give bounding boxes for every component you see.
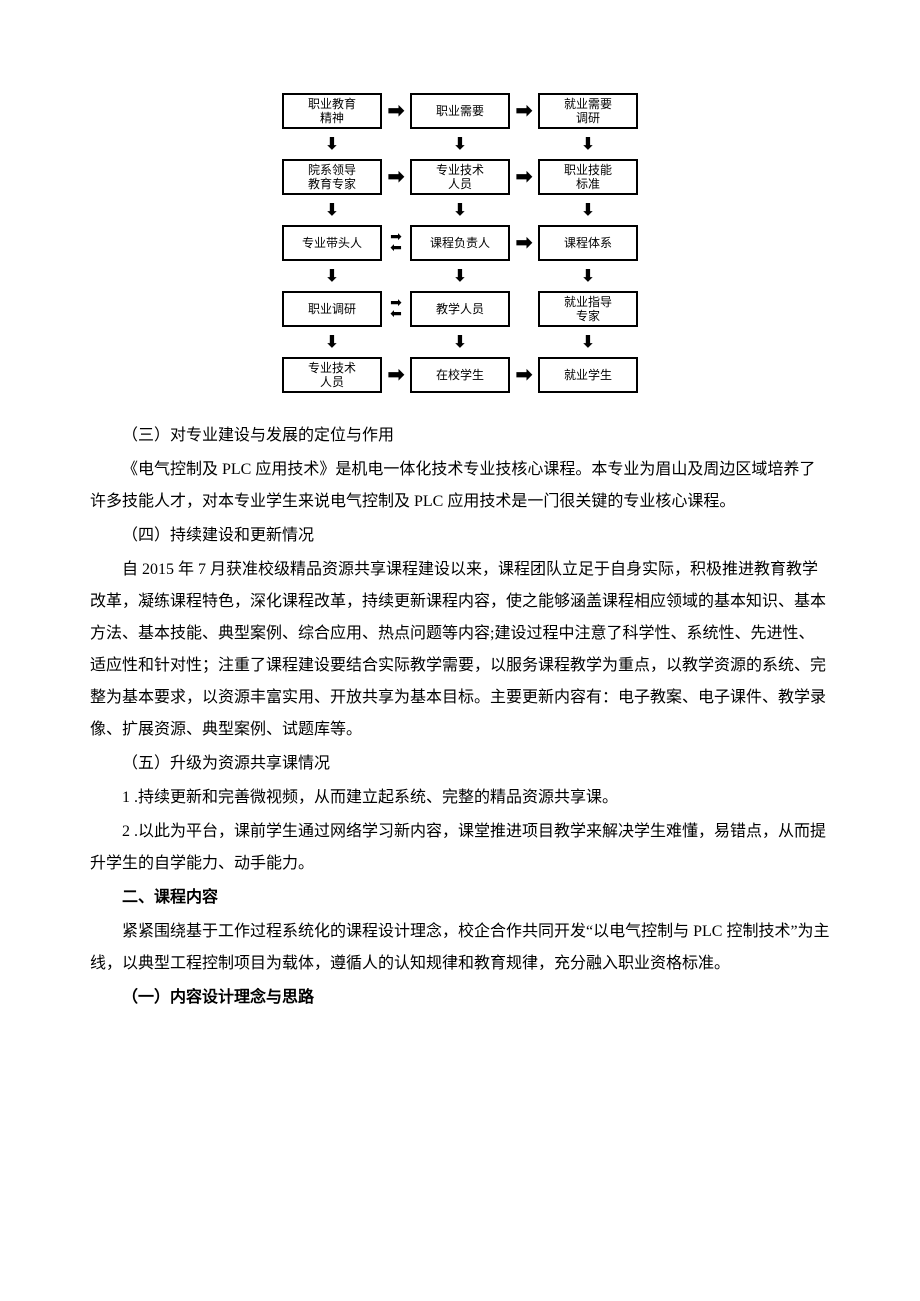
node-skill-std: 职业技能 标准 xyxy=(538,159,638,195)
flow-vrow-4: ⬇ ⬇ ⬇ xyxy=(240,334,680,352)
section-5-title: （五）升级为资源共享课情况 xyxy=(90,748,830,780)
node-tech-staff2: 专业技术 人员 xyxy=(282,357,382,393)
flow-row-4: 职业调研 ➡⬅ 教学人员 就业指导 专家 xyxy=(240,288,680,330)
node-major-leader: 专业带头人 xyxy=(282,225,382,261)
section-3-title: （三）对专业建设与发展的定位与作用 xyxy=(90,420,830,452)
flow-vrow-3: ⬇ ⬇ ⬇ xyxy=(240,268,680,286)
section-5-item1: 1 .持续更新和完善微视频，从而建立起系统、完整的精品资源共享课。 xyxy=(90,782,830,814)
flow-vrow-1: ⬇ ⬇ ⬇ xyxy=(240,136,680,154)
arrow-down-icon: ⬇ xyxy=(538,136,638,154)
node-edu-spirit: 职业教育 精神 xyxy=(282,93,382,129)
arrow-down-icon: ⬇ xyxy=(538,202,638,220)
flow-row-3: 专业带头人 ➡⬅ 课程负责人 ➡ 课程体系 xyxy=(240,222,680,264)
arrow-down-icon: ⬇ xyxy=(538,268,638,286)
node-job-survey: 职业调研 xyxy=(282,291,382,327)
arrow-down-icon: ⬇ xyxy=(282,334,382,352)
section-2-1-title: （一）内容设计理念与思路 xyxy=(90,982,830,1014)
flow-row-2: 院系领导 教育专家 ➡ 专业技术 人员 ➡ 职业技能 标准 xyxy=(240,156,680,198)
node-course-system: 课程体系 xyxy=(538,225,638,261)
arrow-right-icon: ➡ xyxy=(382,355,410,395)
node-tech-staff: 专业技术 人员 xyxy=(410,159,510,195)
arrow-down-icon: ⬇ xyxy=(410,136,510,154)
arrow-right-icon: ➡ xyxy=(510,355,538,395)
arrow-down-icon: ⬇ xyxy=(282,202,382,220)
arrow-right-icon: ➡ xyxy=(382,157,410,197)
section-4-para: 自 2015 年 7 月获准校级精品资源共享课程建设以来，课程团队立足于自身实际… xyxy=(90,554,830,746)
node-employ-students: 就业学生 xyxy=(538,357,638,393)
flow-row-5: 专业技术 人员 ➡ 在校学生 ➡ 就业学生 xyxy=(240,354,680,396)
node-job-need: 职业需要 xyxy=(410,93,510,129)
arrow-down-icon: ⬇ xyxy=(282,136,382,154)
arrow-right-icon: ➡ xyxy=(510,223,538,263)
node-employ-expert: 就业指导 专家 xyxy=(538,291,638,327)
flow-row-1: 职业教育 精神 ➡ 职业需要 ➡ 就业需要 调研 xyxy=(240,90,680,132)
arrow-bidir-icon: ➡⬅ xyxy=(382,232,410,254)
arrow-bidir-icon: ➡⬅ xyxy=(382,298,410,320)
heading-2: 二、课程内容 xyxy=(90,882,830,914)
arrow-right-icon: ➡ xyxy=(382,91,410,131)
node-employ-survey: 就业需要 调研 xyxy=(538,93,638,129)
section-5-item2: 2 .以此为平台，课前学生通过网络学习新内容，课堂推进项目教学来解决学生难懂，易… xyxy=(90,816,830,880)
arrow-right-icon: ➡ xyxy=(510,157,538,197)
arrow-down-icon: ⬇ xyxy=(410,334,510,352)
arrow-down-icon: ⬇ xyxy=(410,202,510,220)
arrow-right-icon: ➡ xyxy=(510,91,538,131)
section-3-para: 《电气控制及 PLC 应用技术》是机电一体化技术专业技核心课程。本专业为眉山及周… xyxy=(90,454,830,518)
node-teaching-staff: 教学人员 xyxy=(410,291,510,327)
section-4-title: （四）持续建设和更新情况 xyxy=(90,520,830,552)
node-course-leader: 课程负责人 xyxy=(410,225,510,261)
arrow-down-icon: ⬇ xyxy=(538,334,638,352)
arrow-down-icon: ⬇ xyxy=(282,268,382,286)
heading-2-para: 紧紧围绕基于工作过程系统化的课程设计理念，校企合作共同开发“以电气控制与 PLC… xyxy=(90,916,830,980)
node-dept-expert: 院系领导 教育专家 xyxy=(282,159,382,195)
flow-vrow-2: ⬇ ⬇ ⬇ xyxy=(240,202,680,220)
arrow-down-icon: ⬇ xyxy=(410,268,510,286)
node-students: 在校学生 xyxy=(410,357,510,393)
flowchart-diagram: 职业教育 精神 ➡ 职业需要 ➡ 就业需要 调研 ⬇ ⬇ ⬇ 院系领导 教育专家… xyxy=(240,90,680,396)
